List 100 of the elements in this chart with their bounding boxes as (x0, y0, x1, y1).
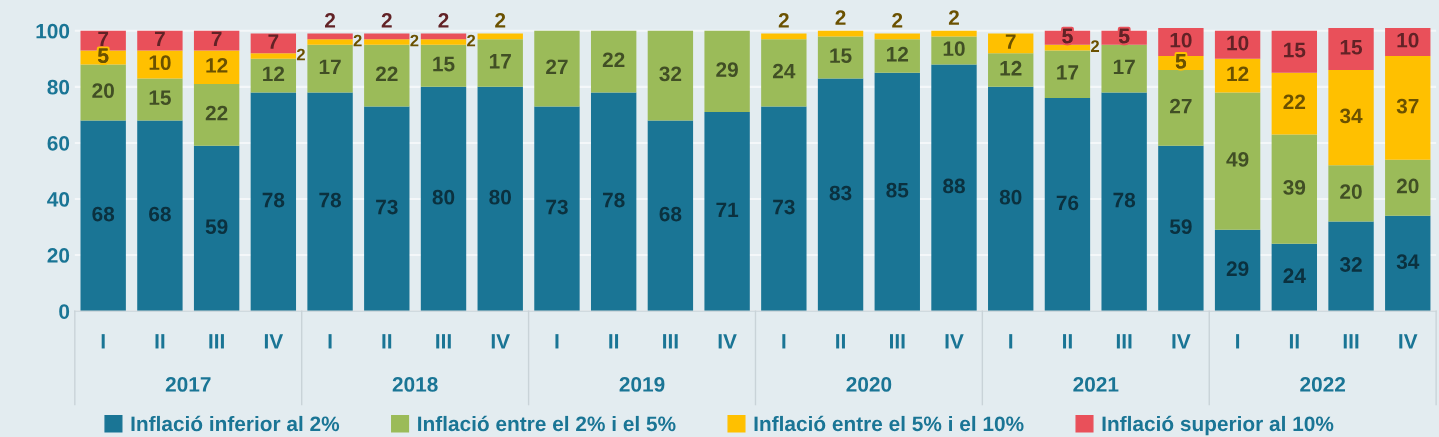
data-label: 20 (1340, 184, 1362, 199)
bar (1271, 72, 1318, 135)
bar (420, 44, 467, 87)
legend-label: Inflació entre el 5% i el 10% (754, 415, 1024, 432)
bar (193, 50, 240, 85)
y-tick-label: 0 (59, 304, 70, 319)
data-label: 10 (1397, 32, 1419, 48)
bar (534, 106, 580, 312)
data-label: 17 (1113, 59, 1135, 75)
bar (307, 39, 353, 45)
bar (1328, 70, 1374, 166)
x-tick-label: II (1063, 334, 1072, 349)
data-label: 20 (1396, 178, 1419, 194)
data-label: 85 (886, 182, 909, 198)
x-tick-label: II (155, 334, 165, 349)
data-label: 78 (1113, 192, 1136, 208)
x-tick-label: III (663, 334, 678, 349)
data-label: 32 (659, 66, 682, 82)
bar (307, 33, 353, 40)
y-tick-label: 20 (47, 248, 70, 263)
data-label: 68 (92, 206, 115, 222)
x-tick-label: III (889, 334, 905, 349)
data-label: 29 (716, 62, 738, 78)
bar (704, 112, 750, 312)
data-label: 17 (1057, 65, 1079, 80)
data-label: 27 (546, 59, 568, 75)
bar (590, 30, 637, 93)
data-label: 5 (1062, 28, 1073, 44)
bar (1158, 70, 1204, 146)
x-tick-label: I (101, 334, 105, 349)
data-label: 7 (98, 31, 109, 46)
x-tick-label: IV (491, 334, 510, 349)
bar (1214, 229, 1261, 312)
data-label: 10 (1170, 32, 1192, 48)
data-label: 2 (467, 34, 476, 47)
data-label: 73 (773, 199, 795, 215)
text: 2019 (619, 377, 665, 392)
data-label: 2 (438, 13, 449, 28)
bar (1214, 92, 1261, 230)
bar (477, 39, 523, 87)
x-tick-label: I (1236, 334, 1240, 349)
data-label: 22 (602, 52, 625, 67)
bar (364, 44, 410, 107)
data-label: 2 (296, 48, 305, 61)
legend-label: Inflació entre el 2% i el 5% (418, 415, 676, 432)
data-label: 12 (263, 66, 285, 82)
bar (1385, 215, 1431, 312)
bar (137, 30, 183, 51)
data-label: 78 (262, 192, 285, 208)
data-label: 71 (716, 202, 739, 217)
y-tick-label: 40 (47, 192, 70, 207)
x-tick-label: I (1009, 334, 1013, 349)
text: 2020 (846, 377, 892, 392)
data-label: 12 (206, 58, 228, 73)
data-label: 78 (319, 192, 342, 208)
data-label: 10 (149, 55, 171, 71)
x-tick-label: III (436, 334, 451, 349)
x-tick-label: II (609, 334, 619, 349)
text: 2022 (1300, 377, 1346, 392)
text: 2018 (392, 377, 438, 392)
data-label: 32 (1339, 257, 1362, 272)
data-label: 80 (999, 189, 1022, 205)
x-tick-label: I (328, 334, 332, 349)
bar (1328, 27, 1374, 71)
bar (420, 86, 467, 312)
x-tick-label: I (782, 334, 786, 349)
bar (590, 92, 637, 312)
bar (137, 120, 183, 312)
x-tick-label: III (209, 334, 224, 349)
data-label: 5 (98, 48, 109, 63)
data-label: 2 (1090, 40, 1100, 52)
bar (1044, 98, 1091, 312)
y-tick-label: 80 (47, 79, 70, 95)
data-label: 15 (1340, 40, 1363, 55)
data-label: 59 (1169, 219, 1192, 235)
data-label: 2 (495, 13, 506, 28)
x-tick-label: III (1116, 334, 1132, 349)
bar (364, 106, 410, 312)
data-label: 7 (211, 31, 222, 46)
data-label: 2 (892, 13, 903, 28)
bar (307, 92, 353, 312)
data-label: 5 (1119, 28, 1130, 44)
data-label: 2 (410, 34, 419, 47)
data-label: 68 (149, 206, 171, 222)
text: 2021 (1073, 377, 1119, 392)
data-label: 88 (943, 178, 965, 194)
bar (1385, 56, 1431, 160)
data-label: 12 (1227, 66, 1249, 82)
data-label: 5 (1175, 54, 1187, 69)
bar (1271, 134, 1318, 244)
x-tick-label: IV (718, 334, 737, 349)
x-tick-label: III (1343, 334, 1359, 349)
bar (80, 64, 126, 121)
data-label: 2 (835, 10, 846, 25)
x-tick-label: IV (264, 334, 284, 349)
data-label: 12 (1000, 60, 1022, 76)
data-label: 24 (772, 63, 796, 79)
data-label: 2 (381, 13, 392, 28)
data-label: 37 (1396, 98, 1419, 114)
bar (874, 39, 920, 73)
